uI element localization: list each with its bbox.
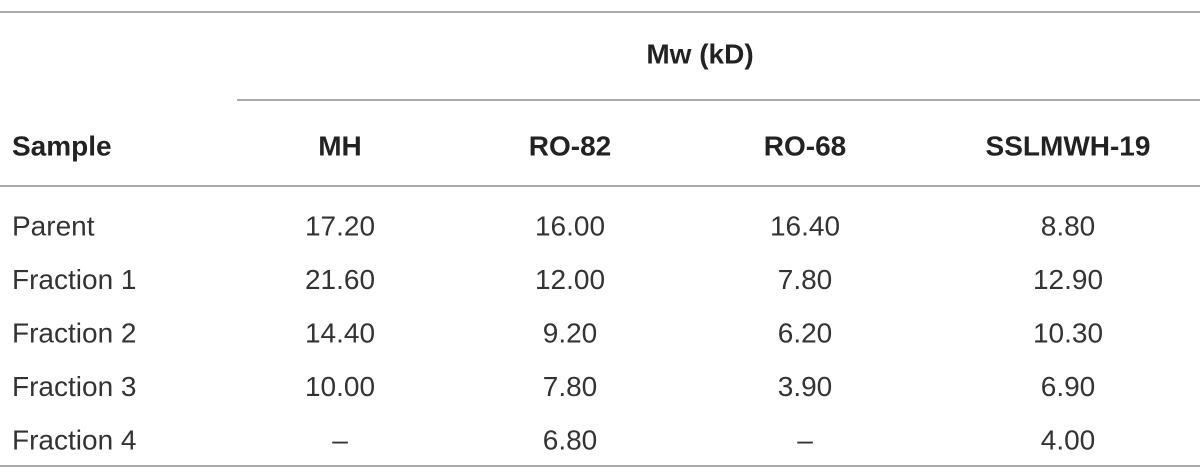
cell: 17.20 bbox=[305, 210, 375, 241]
cell: 8.80 bbox=[1041, 210, 1096, 241]
row-label: Fraction 3 bbox=[12, 371, 137, 402]
cell: 10.00 bbox=[305, 371, 375, 402]
row-label: Parent bbox=[12, 210, 95, 241]
cell: 7.80 bbox=[543, 371, 598, 402]
cell: 14.40 bbox=[305, 317, 375, 348]
cell: 6.80 bbox=[543, 424, 598, 455]
cell: 6.20 bbox=[778, 317, 833, 348]
cell: 6.90 bbox=[1041, 371, 1096, 402]
row-label: Fraction 1 bbox=[12, 264, 137, 295]
cell: 12.90 bbox=[1033, 264, 1103, 295]
cell: 7.80 bbox=[778, 264, 833, 295]
group-header: Mw (kD) bbox=[646, 38, 753, 69]
cell: 16.40 bbox=[770, 210, 840, 241]
cell: 3.90 bbox=[778, 371, 833, 402]
cell: – bbox=[797, 424, 813, 455]
row-label: Fraction 4 bbox=[12, 424, 137, 455]
column-header: MH bbox=[318, 130, 362, 161]
cell: 16.00 bbox=[535, 210, 605, 241]
cell: 10.30 bbox=[1033, 317, 1103, 348]
cell: 12.00 bbox=[535, 264, 605, 295]
column-header: Sample bbox=[12, 130, 112, 161]
column-header: RO-68 bbox=[764, 130, 846, 161]
cell: 9.20 bbox=[543, 317, 598, 348]
cell: – bbox=[332, 424, 348, 455]
cell: 21.60 bbox=[305, 264, 375, 295]
row-label: Fraction 2 bbox=[12, 317, 137, 348]
column-header: SSLMWH-19 bbox=[986, 130, 1151, 161]
column-header: RO-82 bbox=[529, 130, 611, 161]
cell: 4.00 bbox=[1041, 424, 1096, 455]
